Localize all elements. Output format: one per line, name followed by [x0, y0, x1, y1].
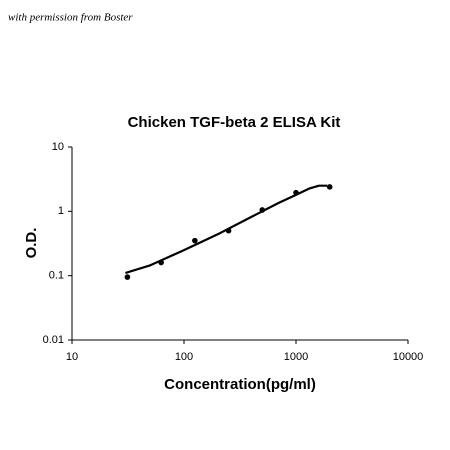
data-point — [293, 189, 299, 196]
x-tick-label: 100 — [175, 351, 193, 363]
y-axis-label: O.D. — [23, 228, 40, 259]
data-point — [326, 184, 333, 190]
y-tick-label: 0.01 — [43, 334, 64, 346]
x-axis-label: Concentration(pg/ml) — [164, 376, 316, 393]
data-point — [192, 237, 198, 244]
watermark: with permission from Boster — [8, 12, 133, 24]
y-tick-label: 0.1 — [49, 270, 64, 282]
x-tick-label: 10 — [66, 351, 78, 363]
x-tick-label: 10000 — [393, 351, 424, 363]
y-tick-label: 10 — [52, 141, 64, 153]
data-point — [124, 274, 131, 280]
data-point — [158, 259, 164, 266]
chart-title: Chicken TGF-beta 2 ELISA Kit — [128, 114, 341, 131]
data-point — [225, 227, 232, 234]
x-tick-label: 1000 — [284, 351, 308, 363]
data-point — [259, 207, 266, 213]
y-tick-label: 1 — [58, 205, 64, 217]
